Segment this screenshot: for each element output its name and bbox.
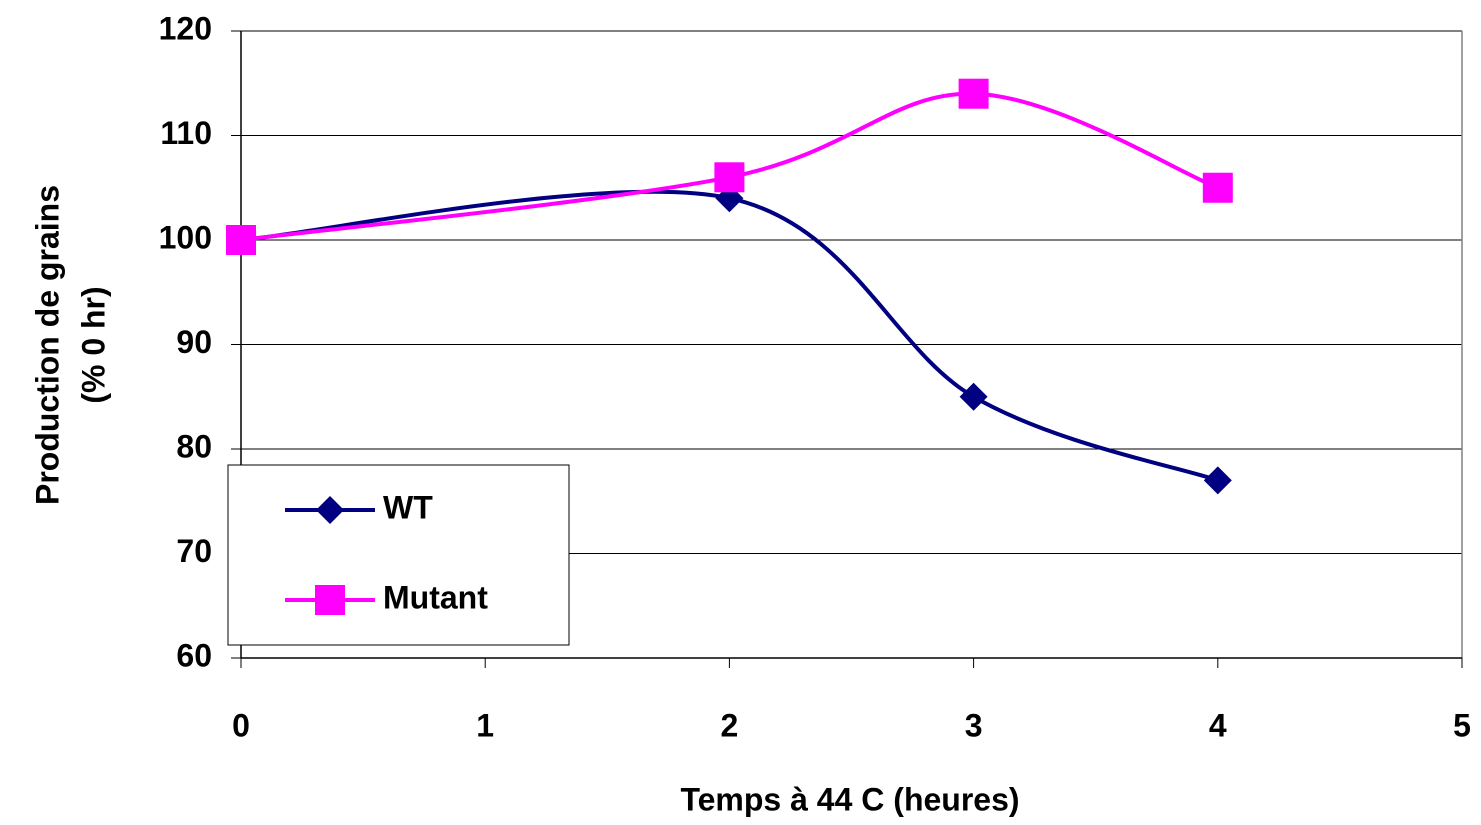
y-tick-label: 70 [176,533,212,569]
x-tick-label: 0 [232,707,250,743]
data-point [1204,466,1232,494]
legend: WT Mutant [228,465,569,645]
x-axis-label: Temps à 44 C (heures) [680,781,1019,817]
y-tick-label: 100 [159,219,212,255]
x-tick-label: 4 [1209,707,1227,743]
y-axis-label-line: Production de grains [29,185,65,505]
x-tick-label: 1 [476,707,494,743]
y-tick-label: 120 [159,10,212,46]
y-tick-label: 80 [176,428,212,464]
y-axis-label: Production de grains (% 0 hr) [29,185,111,505]
y-axis-label-line: (% 0 hr) [75,286,111,403]
y-tick-label: 60 [176,637,212,673]
x-tick-label: 5 [1453,707,1471,743]
data-point [960,383,988,411]
data-point [959,79,989,109]
data-point [226,225,256,255]
legend-label: WT [383,489,433,525]
x-tick-label: 3 [965,707,983,743]
x-tick-label: 2 [721,707,739,743]
legend-label: Mutant [383,579,488,615]
data-point [714,162,744,192]
series-line [241,192,1218,481]
y-tick-label: 90 [176,324,212,360]
chart: Temps à 44 C (heures) Production de grai… [0,0,1481,825]
legend-marker [315,585,345,615]
y-tick-label: 110 [160,115,212,151]
data-point [1203,173,1233,203]
